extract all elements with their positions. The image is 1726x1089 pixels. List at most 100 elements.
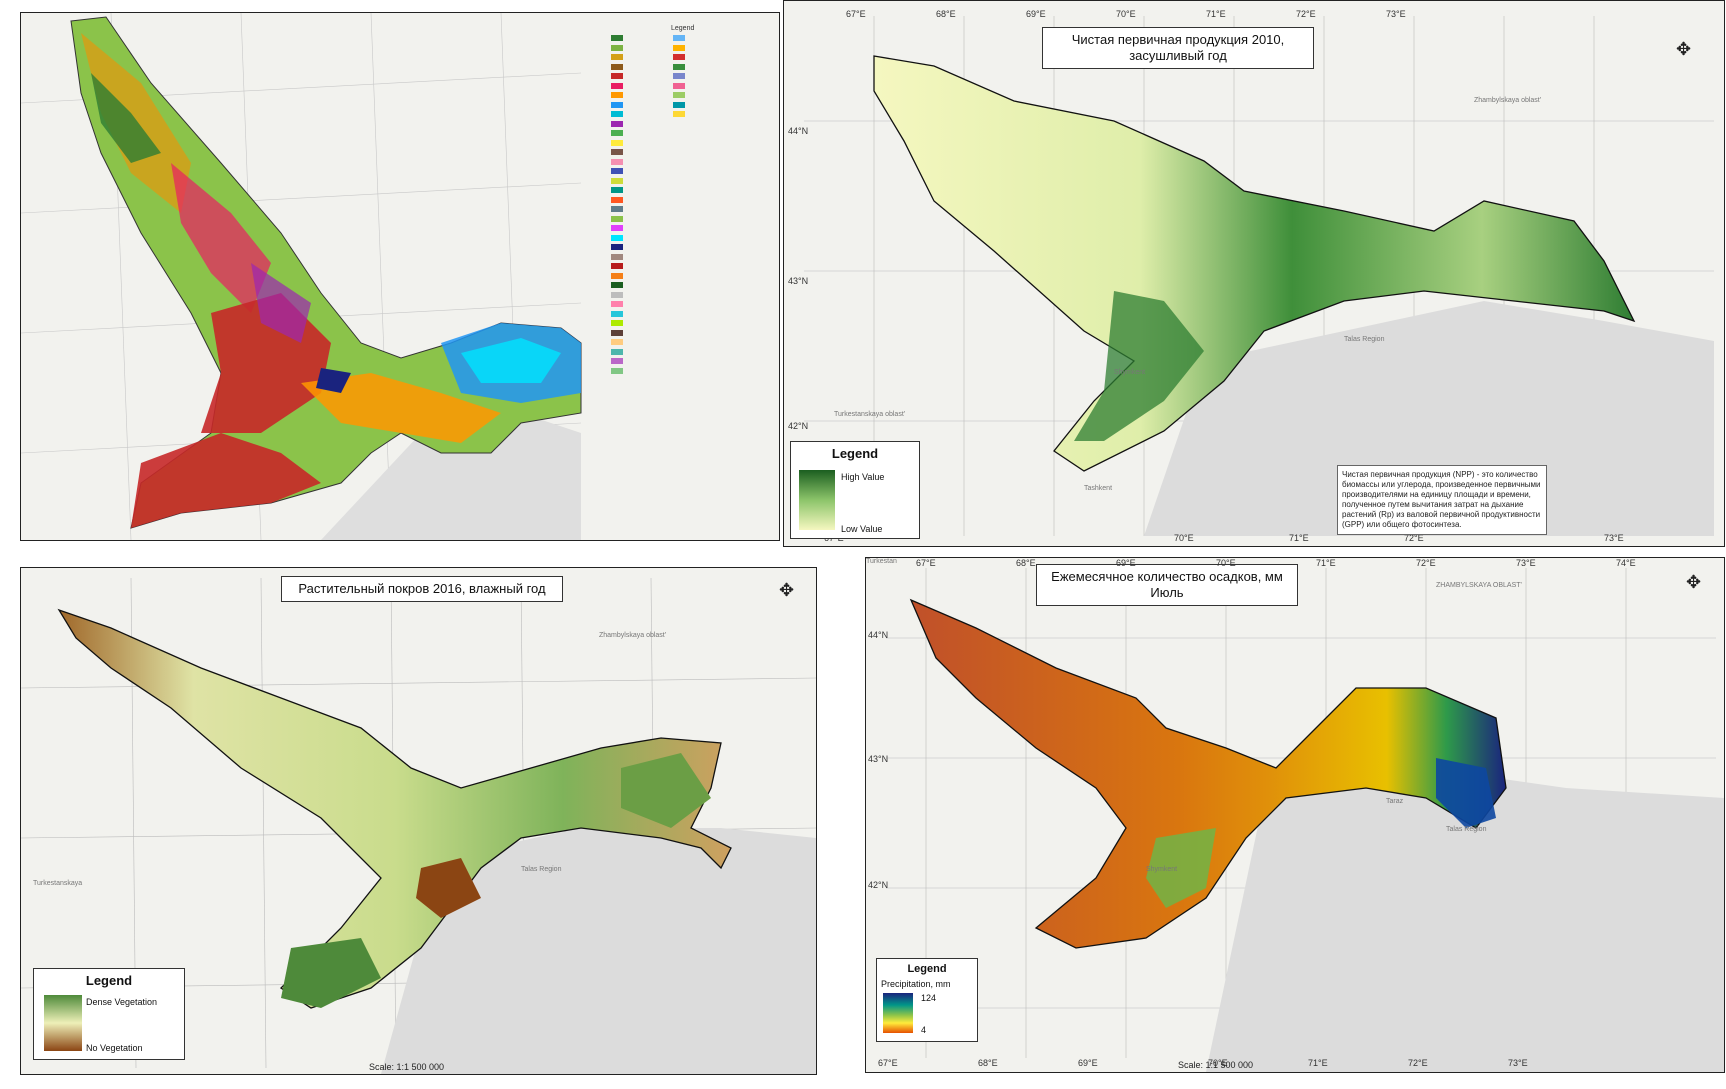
landcover-legend-swatch — [611, 206, 623, 212]
landcover-legend-swatch — [673, 101, 685, 108]
landcover-map-panel: Legend — [20, 12, 780, 541]
npp-lon-tick: 68°E — [936, 9, 956, 19]
landcover-legend-swatch — [611, 282, 623, 288]
landcover-legend-swatch — [611, 301, 623, 307]
landcover-legend-item — [611, 35, 671, 42]
landcover-legend-swatch — [611, 111, 623, 117]
landcover-legend-item — [673, 44, 733, 52]
veg-legend-bottom: No Vegetation — [86, 1043, 143, 1053]
precip-legend: Legend Precipitation, mm 124 4 — [876, 958, 978, 1042]
landcover-legend-swatch — [611, 120, 623, 127]
landcover-legend-swatch — [611, 35, 623, 41]
veg-place-label: Talas Region — [521, 866, 562, 873]
landcover-legend-swatch — [673, 35, 685, 41]
landcover-legend-item — [611, 73, 671, 80]
landcover-legend-swatch — [611, 215, 623, 222]
landcover-legend-item — [611, 272, 671, 280]
landcover-legend-item — [611, 111, 671, 118]
npp-place-label: Talas Region — [1344, 336, 1385, 343]
landcover-legend-item — [611, 339, 671, 346]
vegetation-map-panel: ✥ Растительный покров 2016, влажный год … — [20, 567, 817, 1075]
landcover-legend-item — [611, 54, 671, 61]
veg-legend-ramp — [44, 995, 82, 1051]
npp-map-panel: ✥ Чистая первичная продукция 2010, засуш… — [783, 0, 1725, 547]
veg-place-label: Turkestanskaya — [33, 880, 83, 887]
npp-lat-tick: 42°N — [788, 421, 809, 431]
precip-lon-tick: 67°E — [878, 1058, 898, 1068]
landcover-legend-swatch — [611, 158, 623, 165]
landcover-legend-item — [611, 130, 671, 137]
landcover-legend-swatch — [611, 234, 623, 241]
landcover-legend-swatch — [611, 367, 623, 374]
npp-north-arrow-icon: ✥ — [1676, 39, 1692, 59]
precip-lat-tick: 44°N — [868, 630, 889, 640]
npp-map-canvas — [804, 16, 1714, 536]
landcover-legend-item — [673, 111, 733, 118]
landcover-legend-item — [611, 215, 671, 223]
precip-lat-tick: 43°N — [868, 754, 889, 764]
landcover-legend-item — [611, 320, 671, 327]
landcover-legend-swatch — [611, 139, 623, 146]
landcover-legend-swatch — [611, 263, 623, 269]
landcover-legend-swatch — [611, 329, 623, 336]
landcover-legend-swatch — [611, 253, 623, 260]
precip-lon-tick: 71°E — [1308, 1058, 1328, 1068]
landcover-legend-item — [611, 187, 671, 194]
landcover-legend-item — [611, 139, 671, 147]
precip-legend-ramp — [883, 993, 913, 1033]
npp-legend-high: High Value — [841, 472, 885, 482]
precip-legend-label: Precipitation, mm — [881, 979, 951, 989]
landcover-legend-swatch — [611, 149, 623, 155]
landcover-legend-item — [611, 92, 671, 99]
landcover-legend-item — [611, 348, 671, 356]
landcover-legend-item — [611, 329, 671, 337]
landcover-legend-swatch — [611, 63, 623, 70]
precip-lon-tick: 68°E — [978, 1058, 998, 1068]
veg-place-label: Zhambylskaya oblast' — [599, 632, 667, 639]
precip-legend-title: Legend — [907, 963, 947, 975]
landcover-legend-item — [611, 177, 671, 185]
landcover-legend-swatch — [611, 272, 623, 279]
landcover-legend-item — [611, 367, 671, 375]
landcover-legend-item — [611, 263, 671, 270]
npp-place-label: Zhambylskaya oblast' — [1474, 97, 1542, 104]
precip-legend-min: 4 — [921, 1025, 927, 1035]
veg-legend: Legend Dense Vegetation No Vegetation — [33, 968, 185, 1060]
landcover-legend-swatch — [673, 44, 685, 51]
landcover-legend-item — [673, 73, 733, 80]
precip-lon-tick: 67°E — [916, 558, 936, 568]
precip-lon-tick: 71°E — [1316, 558, 1336, 568]
precip-lon-tick: 68°E — [1016, 558, 1036, 568]
npp-lon-tick: 73°E — [1604, 533, 1624, 543]
landcover-legend-swatch — [611, 244, 623, 250]
npp-lon-tick: 72°E — [1296, 9, 1316, 19]
precip-lon-tick: 69°E — [1116, 558, 1136, 568]
precip-north-arrow-icon: ✥ — [1686, 572, 1702, 592]
landcover-legend-swatch — [611, 187, 623, 193]
landcover-legend-item — [611, 63, 671, 71]
landcover-map-canvas — [21, 13, 582, 540]
landcover-legend-item — [611, 282, 671, 289]
landcover-legend-swatch — [673, 111, 685, 117]
landcover-legend-item — [611, 196, 671, 204]
landcover-legend-item — [611, 291, 671, 299]
landcover-legend-item — [673, 82, 733, 90]
veg-legend-top: Dense Vegetation — [86, 997, 158, 1007]
landcover-legend-swatch — [611, 44, 623, 51]
landcover-legend-swatch — [673, 63, 685, 70]
landcover-legend: Legend — [611, 25, 779, 405]
veg-scale: Scale: 1:1 500 000 — [369, 1062, 445, 1072]
landcover-legend-item — [611, 158, 671, 166]
npp-lon-tick: 71°E — [1289, 533, 1309, 543]
precip-map-canvas — [886, 568, 1724, 1072]
landcover-legend-swatch — [611, 92, 623, 98]
npp-description: Чистая первичная продукция (NPP) - это к… — [1337, 465, 1547, 535]
npp-place-label: Turkestanskaya oblast' — [834, 411, 906, 418]
landcover-legend-swatch — [611, 54, 623, 60]
landcover-legend-item — [611, 206, 671, 213]
landcover-legend-swatch — [611, 339, 623, 345]
landcover-legend-swatch — [611, 291, 623, 298]
landcover-legend-swatch — [611, 320, 623, 326]
landcover-legend-item — [611, 253, 671, 261]
landcover-legend-swatch — [611, 130, 623, 136]
